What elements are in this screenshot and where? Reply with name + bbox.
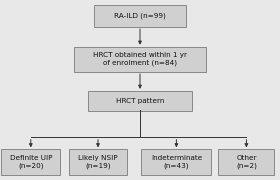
FancyBboxPatch shape xyxy=(218,149,274,175)
Text: Definite UIP
(n=20): Definite UIP (n=20) xyxy=(10,155,52,169)
Text: HRCT obtained within 1 yr
of enrolment (n=84): HRCT obtained within 1 yr of enrolment (… xyxy=(93,52,187,66)
Text: Likely NSIP
(n=19): Likely NSIP (n=19) xyxy=(78,155,118,169)
FancyBboxPatch shape xyxy=(94,5,186,27)
FancyBboxPatch shape xyxy=(74,47,206,72)
FancyBboxPatch shape xyxy=(141,149,211,175)
FancyBboxPatch shape xyxy=(69,149,127,175)
Text: Indeterminate
(n=43): Indeterminate (n=43) xyxy=(151,155,202,169)
FancyBboxPatch shape xyxy=(1,149,60,175)
Text: HRCT pattern: HRCT pattern xyxy=(116,98,164,104)
Text: RA-ILD (n=99): RA-ILD (n=99) xyxy=(114,13,166,19)
Text: Other
(n=2): Other (n=2) xyxy=(236,155,257,169)
FancyBboxPatch shape xyxy=(88,91,192,111)
